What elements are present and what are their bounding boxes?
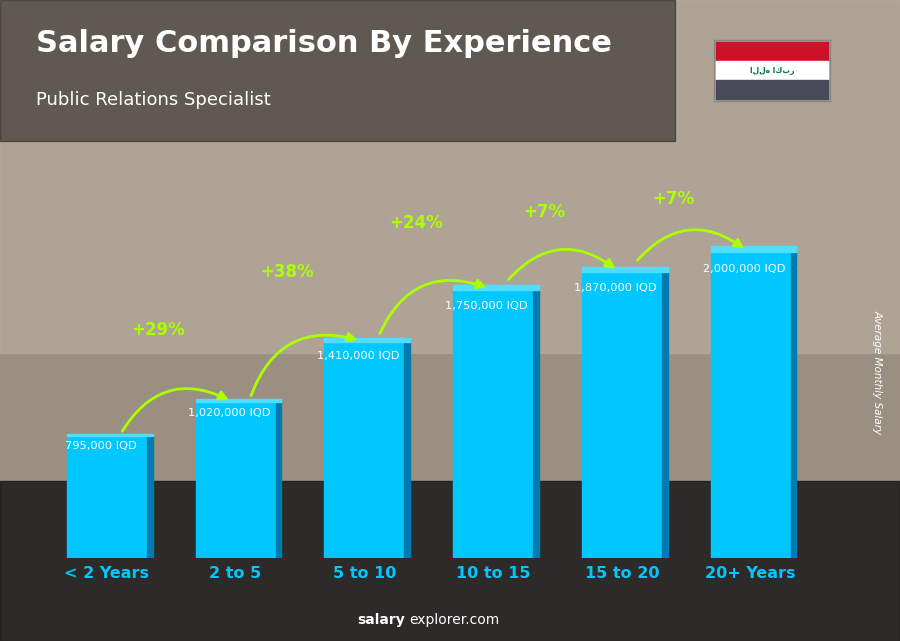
FancyArrowPatch shape xyxy=(251,333,355,395)
Text: Public Relations Specialist: Public Relations Specialist xyxy=(36,91,271,109)
Bar xyxy=(67,434,152,436)
Text: 795,000 IQD: 795,000 IQD xyxy=(65,441,136,451)
Bar xyxy=(711,246,796,252)
Bar xyxy=(195,399,282,402)
Bar xyxy=(0,0,900,353)
Bar xyxy=(582,267,668,272)
Text: +38%: +38% xyxy=(260,263,314,281)
Bar xyxy=(716,42,828,61)
Bar xyxy=(0,0,675,141)
Bar xyxy=(662,272,668,558)
Bar xyxy=(454,290,533,558)
Bar xyxy=(0,481,900,641)
Bar xyxy=(582,272,662,558)
FancyArrowPatch shape xyxy=(508,249,613,279)
Bar xyxy=(325,342,404,558)
Text: +7%: +7% xyxy=(652,190,695,208)
Bar xyxy=(147,436,152,558)
Text: 1,750,000 IQD: 1,750,000 IQD xyxy=(446,301,528,311)
Bar xyxy=(533,290,539,558)
Bar xyxy=(404,342,410,558)
Bar xyxy=(325,338,410,342)
Text: +7%: +7% xyxy=(524,203,566,221)
Bar xyxy=(716,80,828,99)
Text: 2,000,000 IQD: 2,000,000 IQD xyxy=(703,264,786,274)
Text: explorer.com: explorer.com xyxy=(410,613,500,627)
Bar xyxy=(711,252,791,558)
FancyArrowPatch shape xyxy=(122,388,227,431)
Bar xyxy=(454,285,539,290)
Text: +29%: +29% xyxy=(131,320,185,338)
Bar xyxy=(275,402,282,558)
Text: 1,870,000 IQD: 1,870,000 IQD xyxy=(574,283,657,294)
Text: Salary Comparison By Experience: Salary Comparison By Experience xyxy=(36,29,612,58)
Bar xyxy=(791,252,796,558)
Text: salary: salary xyxy=(357,613,405,627)
Text: 1,410,000 IQD: 1,410,000 IQD xyxy=(317,351,400,361)
Bar xyxy=(716,61,828,80)
Bar xyxy=(195,402,275,558)
Text: الله اكبر: الله اكبر xyxy=(750,66,794,75)
Text: +24%: +24% xyxy=(389,214,443,232)
Text: Average Monthly Salary: Average Monthly Salary xyxy=(872,310,883,434)
Text: 1,020,000 IQD: 1,020,000 IQD xyxy=(188,408,270,418)
FancyArrowPatch shape xyxy=(637,229,742,260)
Bar xyxy=(67,436,147,558)
FancyArrowPatch shape xyxy=(380,280,484,333)
